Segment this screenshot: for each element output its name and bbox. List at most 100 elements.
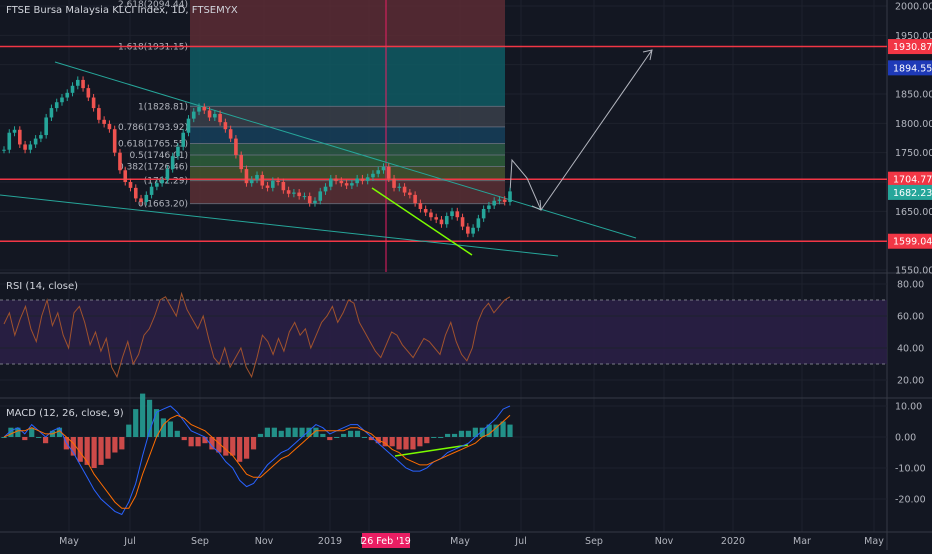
candle-body-82 xyxy=(434,217,439,220)
candle-body-46 xyxy=(244,169,249,184)
candle-body-79 xyxy=(418,203,423,209)
fib-zone-2 xyxy=(190,106,505,127)
macd-hist-bar-13 xyxy=(91,437,97,468)
candle-body-41 xyxy=(218,113,222,123)
macd-hist-bar-72 xyxy=(500,421,506,437)
macd-hist-bar-67 xyxy=(465,430,472,437)
candle-body-9 xyxy=(49,108,54,118)
candle-body-74 xyxy=(392,178,396,188)
bullish-divergence-price xyxy=(371,187,473,256)
candle-body-68 xyxy=(360,178,365,181)
macd-hist-bar-22 xyxy=(153,409,160,437)
candle-body-58 xyxy=(307,196,312,204)
price-tick-5: 1750.00 xyxy=(895,148,932,159)
macd-hist-bar-18 xyxy=(126,424,132,437)
macd-hist-bar-30 xyxy=(209,437,215,450)
macd-hist-bar-39 xyxy=(271,427,277,437)
candle-body-81 xyxy=(429,212,433,218)
candle-body-94 xyxy=(497,199,502,201)
price-badge-3: 1682.23 xyxy=(893,188,932,199)
macd-hist-bar-21 xyxy=(146,399,153,437)
macd-hist-bar-49 xyxy=(341,433,347,437)
price-badge-bg-4 xyxy=(888,233,932,249)
candle-body-96 xyxy=(508,191,512,202)
rsi-band xyxy=(0,300,887,364)
fib-zone-0 xyxy=(190,0,505,47)
candle-body-38 xyxy=(202,106,207,111)
candle-body-83 xyxy=(439,219,444,225)
macd-pane: 10.00 0.00 -10.00 -20.00 xyxy=(0,393,926,516)
macd-hist-bar-65 xyxy=(451,433,458,437)
macd-hist-bar-42 xyxy=(292,427,298,437)
candle-body-1 xyxy=(7,132,12,150)
macd-hist-bar-47 xyxy=(327,437,333,441)
time-label-0: May xyxy=(59,536,79,547)
rsi-legend: RSI (14, close) xyxy=(6,281,79,292)
price-badge-2: 1704.77 xyxy=(893,175,932,186)
candle-body-51 xyxy=(271,180,275,188)
candle-body-27 xyxy=(144,194,149,202)
macd-hist-bar-59 xyxy=(410,437,416,450)
candle-body-60 xyxy=(318,191,323,201)
candle-body-19 xyxy=(102,119,106,124)
macd-line xyxy=(3,405,511,516)
price-badge-0: 1930.87 xyxy=(893,42,932,53)
macd-hist-bar-15 xyxy=(105,437,111,459)
candle-body-24 xyxy=(128,182,133,188)
candle-body-75 xyxy=(397,186,402,188)
time-label-2: Sep xyxy=(191,536,209,547)
fib-zone-5 xyxy=(190,155,505,167)
candle-body-85 xyxy=(450,211,454,217)
candle-body-4 xyxy=(23,144,27,150)
candle-body-25 xyxy=(133,187,138,199)
macd-hist-bar-14 xyxy=(98,437,104,465)
candle-body-77 xyxy=(408,192,412,195)
time-label-3: Nov xyxy=(255,536,274,547)
macd-hist-bar-45 xyxy=(313,427,319,437)
price-badge-bg-3 xyxy=(888,184,932,200)
projection-arrowhead xyxy=(642,49,653,61)
candle-body-44 xyxy=(234,138,238,156)
candle-body-93 xyxy=(492,200,496,206)
candle-body-95 xyxy=(502,199,507,202)
macd-hist-bar-33 xyxy=(230,437,236,456)
candle-body-72 xyxy=(381,166,386,171)
time-label-10: 2020 xyxy=(721,536,745,547)
fib-label-6: 0.382(1726.46) xyxy=(118,162,188,172)
candle-body-22 xyxy=(118,152,122,171)
candle-body-14 xyxy=(75,79,80,86)
macd-hist-bar-46 xyxy=(320,433,326,437)
macd-hist-bar-19 xyxy=(133,409,139,437)
descending-trendline-lower xyxy=(0,194,559,257)
candle-body-80 xyxy=(423,208,428,213)
candle-body-89 xyxy=(471,227,475,234)
candle-body-31 xyxy=(165,169,170,180)
time-label-12: May xyxy=(864,536,884,547)
candle-body-18 xyxy=(97,108,101,120)
price-badges: 1930.87 1894.55 1704.77 1682.23 1599.04 xyxy=(888,39,932,249)
time-label-11: Mar xyxy=(793,536,811,547)
price-tick-1: 1950.00 xyxy=(895,31,932,42)
candle-body-54 xyxy=(286,190,291,194)
fib-label-4: 0.618(1765.55) xyxy=(118,140,188,150)
candle-body-39 xyxy=(207,110,212,118)
macd-hist-bar-2 xyxy=(15,427,21,437)
candle-body-8 xyxy=(44,117,48,136)
candle-body-61 xyxy=(323,186,328,192)
candle-body-2 xyxy=(12,129,17,133)
candle-body-26 xyxy=(139,198,143,202)
macd-hist-bar-10 xyxy=(70,437,76,456)
candle-body-30 xyxy=(160,179,164,184)
macd-tick-3: -20.00 xyxy=(895,495,926,506)
candle-body-23 xyxy=(123,170,128,182)
macd-hist-bar-24 xyxy=(167,421,173,437)
macd-hist-bar-44 xyxy=(306,427,312,437)
candle-body-29 xyxy=(155,183,159,187)
candle-body-35 xyxy=(186,118,191,133)
macd-hist-bar-73 xyxy=(507,424,513,437)
macd-tick-1: 0.00 xyxy=(895,433,916,444)
candle-body-40 xyxy=(213,113,217,118)
trendlines xyxy=(0,49,653,457)
